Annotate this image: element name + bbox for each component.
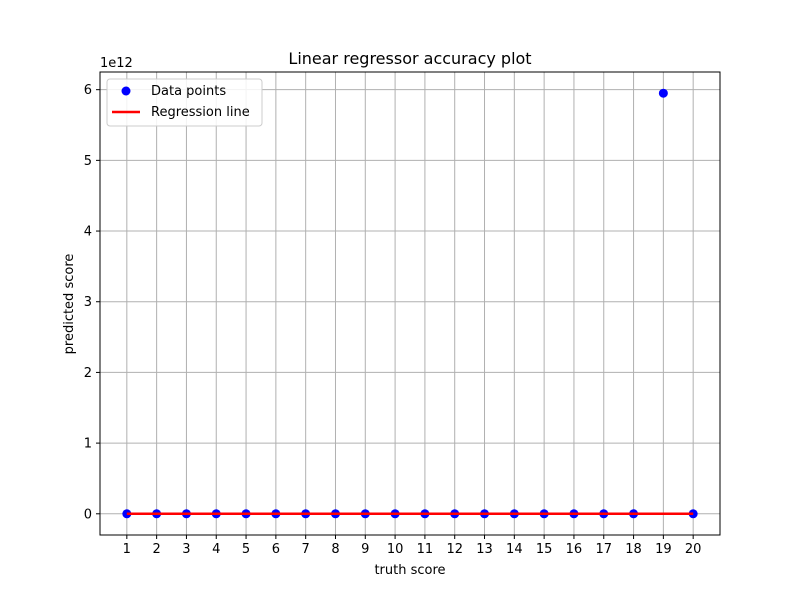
plot-frame — [99, 71, 721, 536]
legend-label-data-points: Data points — [151, 84, 226, 99]
y-tick-label: 3 — [84, 295, 92, 310]
y-tick-label: 2 — [84, 366, 92, 381]
x-tick-label: 15 — [536, 542, 553, 557]
x-tick-label: 1 — [123, 542, 131, 557]
y-axis-ticks: 0 1 2 3 4 5 6 — [84, 83, 100, 522]
x-tick-label: 17 — [595, 542, 612, 557]
x-tick-label: 6 — [272, 542, 280, 557]
legend-box — [106, 78, 263, 127]
x-tick-label: 13 — [476, 542, 493, 557]
y-tick-label: 5 — [84, 154, 92, 169]
x-tick-label: 9 — [361, 542, 369, 557]
grid — [100, 72, 720, 535]
x-tick-label: 14 — [506, 542, 523, 557]
legend-marker-data-points — [121, 86, 131, 96]
x-axis-ticks: 1 2 3 4 5 6 7 8 9 10 11 12 13 14 15 16 17 18 19 20 — [123, 535, 702, 557]
x-tick-label: 18 — [625, 542, 642, 557]
x-tick-label: 11 — [417, 542, 434, 557]
x-tick-label: 7 — [302, 542, 310, 557]
legend: Data points Regression line — [106, 78, 263, 127]
y-axis-offset-label: 1e12 — [100, 56, 133, 71]
chart-title: Linear regressor accuracy plot — [288, 49, 531, 68]
x-tick-label: 2 — [152, 542, 160, 557]
legend-label-regression-line: Regression line — [151, 105, 250, 120]
x-tick-label: 20 — [685, 542, 702, 557]
series-layer — [122, 88, 698, 519]
x-tick-label: 16 — [566, 542, 583, 557]
y-tick-label: 0 — [84, 507, 92, 522]
x-tick-label: 8 — [331, 542, 339, 557]
x-tick-label: 3 — [182, 542, 190, 557]
y-tick-label: 4 — [84, 225, 92, 240]
x-tick-label: 12 — [446, 542, 463, 557]
x-axis-label: truth score — [374, 563, 445, 578]
x-tick-label: 10 — [387, 542, 404, 557]
x-tick-label: 4 — [212, 542, 220, 557]
plot-area — [100, 72, 720, 535]
data-point — [658, 88, 668, 98]
x-tick-label: 19 — [655, 542, 672, 557]
x-tick-label: 5 — [242, 542, 250, 557]
y-tick-label: 1 — [84, 437, 92, 452]
y-tick-label: 6 — [84, 83, 92, 98]
y-axis-label: predicted score — [62, 254, 77, 355]
